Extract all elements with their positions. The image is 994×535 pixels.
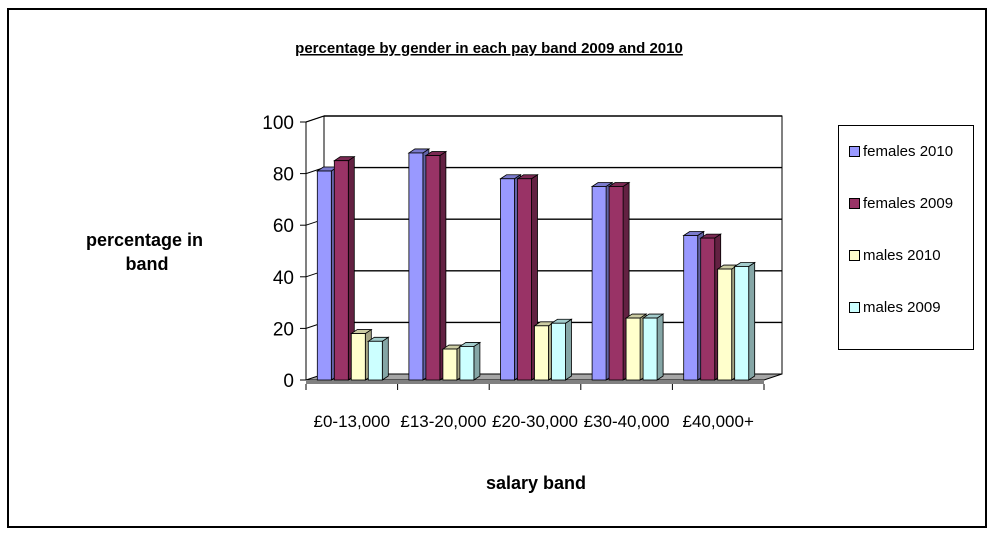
bar-side <box>381 336 389 381</box>
chart-floor-edge <box>306 380 764 384</box>
bar <box>408 152 424 381</box>
bar <box>459 346 475 381</box>
legend-swatch <box>849 250 860 261</box>
x-tick-label: £40,000+ <box>683 412 754 431</box>
x-tick-label: £20-30,000 <box>492 412 578 431</box>
bar-side <box>748 261 756 381</box>
legend-item: males 2009 <box>849 299 941 316</box>
bar-side <box>473 341 481 381</box>
y-tick-label: 60 <box>273 216 294 237</box>
bar <box>425 155 441 381</box>
x-axis-title: salary band <box>486 473 586 493</box>
legend-swatch <box>849 302 860 313</box>
bar <box>683 235 699 381</box>
bar <box>350 333 366 381</box>
bar <box>367 340 383 381</box>
legend-item: females 2010 <box>849 143 953 160</box>
bar <box>316 170 332 381</box>
legend-swatch <box>849 198 860 209</box>
y-tick-label: 100 <box>262 113 294 134</box>
bar <box>534 325 549 381</box>
bar <box>551 322 566 381</box>
bar <box>700 237 716 381</box>
y-axis-title: percentage in band <box>86 230 208 274</box>
x-tick-label: £0-13,000 <box>314 412 391 431</box>
legend-label: males 2010 <box>863 247 941 264</box>
y-tick-label: 0 <box>283 371 294 392</box>
y-tick-label: 40 <box>273 268 294 289</box>
legend-item: females 2009 <box>849 195 953 212</box>
chart-frame <box>7 8 987 528</box>
y-tick-label: 80 <box>273 165 294 186</box>
x-tick-label: £30-40,000 <box>584 412 670 431</box>
bar <box>517 178 532 381</box>
y-tick-label: 20 <box>273 319 294 340</box>
x-tick-label: £13-20,000 <box>400 412 486 431</box>
bar <box>442 348 458 381</box>
legend-label: females 2009 <box>863 195 954 212</box>
bar-side <box>656 313 664 381</box>
legend-swatch <box>849 146 860 157</box>
bar <box>734 266 750 381</box>
chart-title: percentage by gender in each pay band 20… <box>295 40 683 57</box>
chart-legend: females 2010 females 2009 males 2010 males … <box>838 125 974 350</box>
bar <box>608 186 624 381</box>
legend-label: males 2009 <box>863 299 941 316</box>
bar-side <box>439 150 447 381</box>
bar <box>591 186 607 381</box>
legend-item: males 2010 <box>849 247 941 264</box>
bar <box>717 268 733 381</box>
bar <box>500 178 515 381</box>
legend-label: females 2010 <box>863 143 954 160</box>
bar <box>625 317 641 381</box>
bar-side <box>565 318 572 381</box>
y-axis-top <box>305 115 325 123</box>
bar <box>642 317 658 381</box>
bar <box>333 160 349 381</box>
